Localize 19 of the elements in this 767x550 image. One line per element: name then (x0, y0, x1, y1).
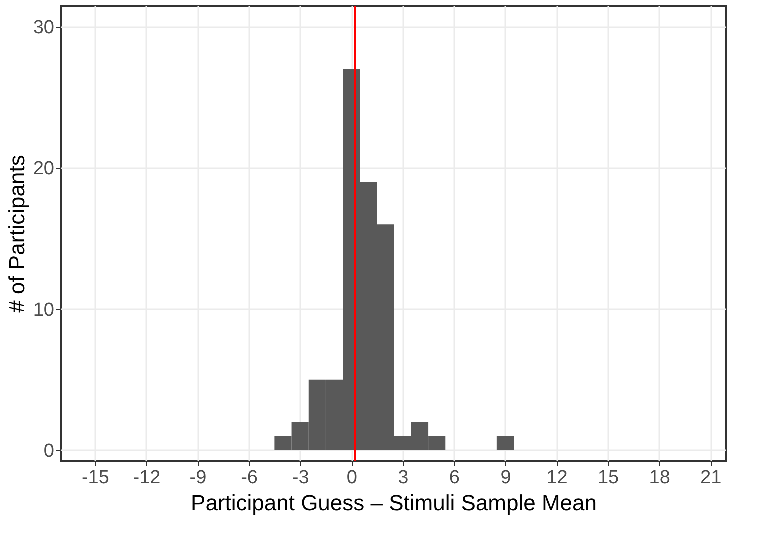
x-tick-label: 0 (346, 468, 358, 488)
x-tick-label: 21 (700, 468, 722, 488)
x-axis-title: Participant Guess – Stimuli Sample Mean (191, 490, 597, 516)
x-tick-label: 9 (500, 468, 512, 488)
x-tick-label: 3 (398, 468, 409, 488)
x-tick-label: -3 (292, 468, 310, 488)
x-tick-label: 6 (449, 468, 460, 488)
x-tick-label: 15 (598, 468, 620, 488)
y-tick-label: 10 (33, 300, 54, 321)
y-tick-label: 20 (33, 158, 54, 180)
y-tick-label: 30 (33, 18, 54, 39)
x-tick-label: 12 (546, 468, 568, 488)
x-tick-label: -6 (241, 468, 258, 488)
x-tick-label: -12 (133, 468, 161, 488)
x-tick-label: 18 (649, 468, 670, 488)
y-axis-title: # of Participants (4, 155, 30, 313)
x-tick-label: -15 (82, 468, 110, 488)
y-tick-label: 0 (44, 440, 54, 462)
x-tick-label: -9 (190, 468, 207, 488)
